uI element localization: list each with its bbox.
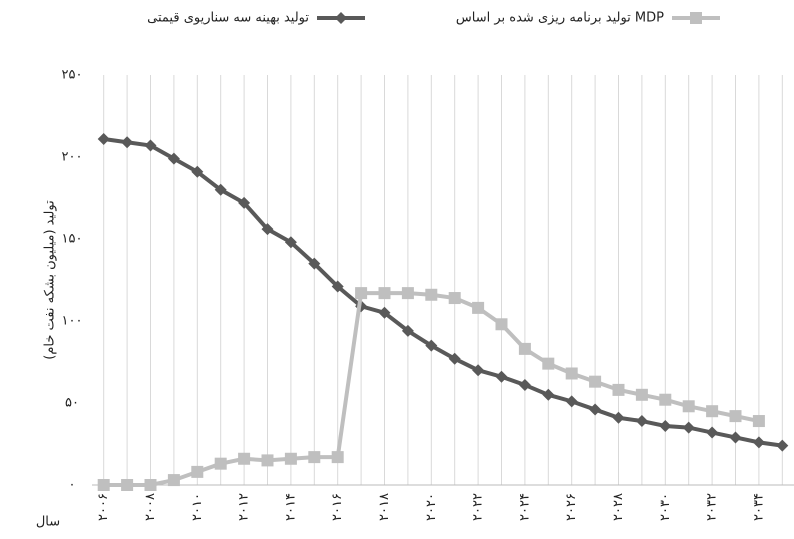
x-tick-label: ۲۰۲۰ (424, 493, 439, 521)
data-point (472, 364, 485, 377)
data-point (752, 415, 765, 428)
data-point (308, 451, 321, 464)
data-point (589, 403, 602, 416)
data-point (565, 395, 578, 408)
data-point (682, 400, 695, 413)
data-point (752, 436, 765, 449)
data-point (401, 287, 414, 300)
data-point (331, 451, 344, 464)
data-point (612, 383, 625, 396)
data-point (706, 405, 719, 418)
x-tick-label: ۲۰۱۸ (377, 493, 392, 521)
data-point (261, 223, 274, 236)
data-point (659, 419, 672, 432)
x-tick-label: ۲۰۱۰ (190, 493, 205, 521)
data-point (355, 287, 368, 300)
data-point (191, 465, 204, 478)
data-point (729, 431, 742, 444)
data-point (518, 378, 531, 391)
data-point (284, 236, 297, 249)
data-point (425, 288, 438, 301)
data-point (331, 280, 344, 293)
x-axis-label: سال (36, 515, 60, 530)
data-point (97, 479, 110, 491)
y-tick-label: ۱۰۰ (62, 314, 83, 329)
data-point (191, 165, 204, 178)
data-point (214, 457, 227, 470)
data-point (706, 426, 719, 439)
data-point (729, 410, 742, 423)
data-point (284, 452, 297, 465)
data-point (335, 12, 347, 24)
data-point (308, 257, 321, 270)
x-tick-label: ۲۰۲۴ (517, 493, 532, 521)
data-point (659, 393, 672, 406)
data-point (425, 339, 438, 352)
data-point (682, 421, 695, 434)
data-point (495, 318, 508, 331)
legend-label: تولید برنامه ریزی شده بر اساس MDP (456, 11, 664, 26)
data-point (635, 388, 648, 401)
x-tick-label: ۲۰۳۰ (658, 493, 673, 521)
legend-label: تولید بهینه سه سناریوی قیمتی (147, 11, 309, 26)
data-point (589, 375, 602, 388)
y-tick-label: ۲۰۰ (62, 150, 83, 165)
data-point (167, 152, 180, 165)
data-point (448, 292, 461, 305)
data-point (612, 411, 625, 424)
x-tick-label: ۲۰۳۴ (751, 493, 766, 521)
data-point (144, 139, 157, 152)
data-point (214, 183, 227, 196)
data-point (401, 324, 414, 337)
y-tick-label: ۱۵۰ (62, 232, 83, 247)
data-point (448, 352, 461, 365)
data-point (565, 367, 578, 380)
data-point (238, 452, 251, 465)
data-point (378, 306, 391, 319)
data-point (121, 136, 134, 149)
data-point (776, 439, 789, 452)
x-tick-label: ۲۰۱۴ (283, 493, 298, 521)
x-tick-label: ۲۰۲۶ (564, 493, 579, 521)
data-point (635, 415, 648, 428)
y-tick-label: ٠ (69, 478, 76, 493)
y-tick-label: ۲۵۰ (62, 68, 83, 83)
x-tick-label: ۲۰۰۸ (143, 493, 158, 521)
data-point (472, 301, 485, 314)
data-point (542, 357, 555, 370)
data-point (378, 287, 391, 300)
data-point (144, 479, 157, 491)
y-tick-label: ۵۰ (65, 396, 79, 411)
data-point (690, 12, 702, 24)
x-tick-label: ۲۰۳۲ (705, 493, 720, 521)
data-point (238, 196, 251, 209)
y-axis-label: تولید (میلیون بشکه نفت خام) (43, 200, 58, 360)
data-point (495, 370, 508, 383)
x-tick-label: ۲۰۱۶ (330, 493, 345, 521)
data-point (97, 132, 110, 145)
series-line (103, 136, 783, 448)
x-tick-label: ۲۰۱۲ (237, 493, 252, 521)
data-point (518, 342, 531, 355)
data-point (261, 454, 274, 467)
data-point (542, 388, 555, 401)
x-tick-label: ۲۰۰۶ (96, 493, 111, 521)
x-tick-label: ۲۰۲۲ (471, 493, 486, 521)
data-point (121, 479, 134, 491)
x-tick-label: ۲۰۲۸ (611, 493, 626, 521)
data-point (167, 474, 180, 487)
